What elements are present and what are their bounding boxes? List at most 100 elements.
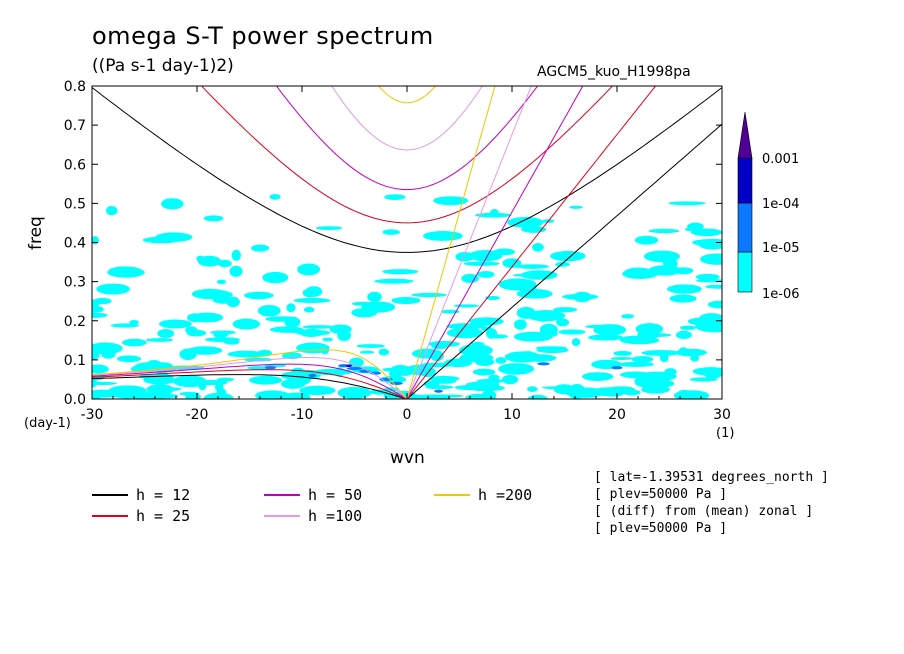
power-contour-1e-06 [549,331,558,337]
power-contour-1e-06 [550,250,586,262]
power-contour-1e-06 [471,341,485,347]
power-contour-1e-06 [610,356,634,360]
power-contour-1e-06 [229,265,243,277]
power-contour-1e-06 [512,273,549,277]
dispersion-curve-h50 [406,86,584,399]
power-contour-1e-06 [282,392,311,399]
legend-label: h = 12 [136,486,191,504]
power-contour-1e-06 [555,262,570,267]
power-contour-1e-06 [472,368,496,376]
power-contour-1e-06 [265,316,299,322]
info-line: [ plev=50000 Pa ] [594,487,728,502]
power-contour-1e-06 [535,312,551,322]
y-tick-label: 0.0 [64,392,86,408]
power-contour-1e-06 [218,259,232,268]
legend-label: h = 25 [136,507,191,525]
power-contour-1e-06 [568,383,585,396]
power-contour-1e-06 [378,348,390,356]
y-tick-label: 0.1 [64,353,86,369]
power-contour-1e-06 [204,337,241,343]
power-contour-1e-06 [675,330,692,340]
chart-units: ((Pa s-1 day-1)2) [92,56,234,76]
dispersion-curve-h50 [92,363,408,399]
power-contour-1e-06 [667,284,702,294]
chart-title: omega S-T power spectrum [92,22,434,50]
power-contour-1e-04 [346,364,353,368]
power-contour-1e-06 [185,326,198,334]
power-contour-1e-06 [384,194,406,201]
legend-swatch [264,515,300,517]
power-contour-1e-06 [92,364,109,374]
legend-label: h = 50 [308,486,363,504]
colorbar-segment [737,251,753,293]
power-contour-1e-06 [613,350,632,356]
legend-swatch [92,494,128,496]
power-contour-1e-06 [700,253,722,265]
power-contour-1e-06 [569,205,583,209]
power-contour-1e-06 [121,338,147,347]
dispersion-curve-h200 [406,86,496,399]
power-contour-1e-06 [620,336,660,345]
power-contour-1e-05 [369,371,382,375]
power-contour-1e-06 [433,196,469,206]
power-contour-1e-06 [243,357,273,362]
power-contour-1e-06 [349,357,364,368]
power-contour-1e-06 [516,306,536,319]
power-contour-1e-06 [469,317,504,326]
dispersion-curve-h100 [92,357,408,399]
power-contour-1e-06 [322,337,334,342]
power-contour-1e-06 [622,389,641,396]
x-tick-label: -30 [81,407,104,423]
power-contour-1e-06 [116,355,142,363]
legend-swatch [264,494,300,496]
power-contour-1e-06 [249,375,283,385]
power-contour-1e-06 [458,344,493,357]
power-contour-1e-06 [431,343,449,350]
power-contour-1e-06 [527,394,548,399]
info-line: [ (diff) from (mean) zonal ] [594,504,814,519]
power-contour-1e-06 [92,312,108,318]
power-contour-1e-06 [488,374,500,381]
power-contour-1e-05 [537,362,550,366]
colorbar-arrow [737,111,753,159]
power-contour-1e-06 [359,350,375,354]
power-contour-1e-05 [264,366,277,370]
power-contour-1e-06 [399,372,412,376]
y-tick-label: 0.2 [64,314,86,330]
power-contour-1e-06 [262,271,289,284]
power-contour-1e-06 [226,296,240,308]
power-contour-1e-06 [513,331,553,342]
dispersion-curve-h100 [331,86,483,151]
power-contour-1e-06 [213,331,229,338]
power-contour-1e-06 [562,293,599,300]
info-line: [ plev=50000 Pa ] [594,521,728,536]
power-contour-1e-06 [624,267,653,278]
power-contour-1e-06 [705,284,722,289]
power-contour-1e-06 [320,347,330,355]
power-contour-1e-06 [257,304,281,317]
power-contour-1e-06 [696,325,712,330]
power-contour-1e-06 [216,279,226,285]
power-contour-1e-06 [425,385,454,390]
power-contour-1e-06 [295,329,331,336]
power-contour-1e-06 [286,303,296,313]
x-tick-label: -20 [186,407,209,423]
power-contour-1e-06 [536,347,569,354]
colorbar-label: 1e-05 [762,241,800,256]
power-contour-1e-06 [374,278,414,284]
y-tick-label: 0.7 [64,118,86,134]
power-contour-1e-06 [463,261,500,266]
y-axis-label: freq [26,216,46,250]
power-contour-1e-06 [679,325,697,330]
x-tick-label: 20 [608,407,626,423]
power-contour-1e-06 [232,318,261,330]
power-contour-1e-06 [619,371,651,378]
power-contour-1e-06 [195,290,233,300]
legend-item-h50: h = 50 [264,486,414,504]
power-contour-1e-06 [582,372,614,382]
power-contour-1e-05 [346,366,363,371]
power-contour-1e-06 [684,227,700,232]
legend-label: h =200 [478,486,533,504]
power-contour-1e-06 [269,326,304,333]
power-contour-1e-06 [459,353,494,363]
